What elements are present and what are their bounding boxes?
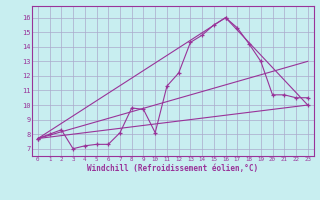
X-axis label: Windchill (Refroidissement éolien,°C): Windchill (Refroidissement éolien,°C)	[87, 164, 258, 173]
